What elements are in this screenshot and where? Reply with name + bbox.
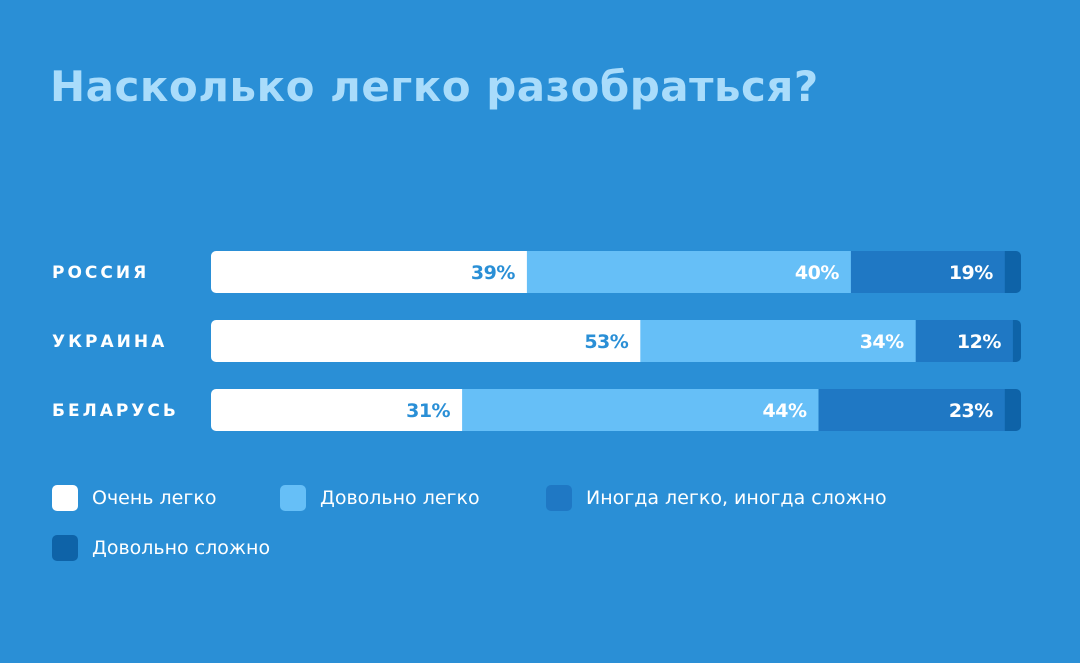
- bar-segment: [462, 389, 819, 431]
- data-label: 40%: [795, 262, 839, 284]
- legend-label: Иногда легко, иногда сложно: [586, 487, 887, 509]
- legend-item-quite-easy: Довольно легко: [280, 485, 480, 511]
- legend-item-very-easy: Очень легко: [52, 485, 216, 511]
- legend-label: Очень легко: [92, 487, 217, 509]
- category-label: БЕЛАРУСЬ: [52, 401, 179, 421]
- bar-segment: [818, 389, 1006, 431]
- data-label: 53%: [584, 331, 628, 353]
- data-label: 39%: [471, 262, 515, 284]
- data-label: 12%: [957, 331, 1001, 353]
- bar-segment: [211, 320, 641, 362]
- data-label: 34%: [860, 331, 904, 353]
- data-label: 44%: [763, 400, 807, 422]
- bar-segment: [640, 320, 917, 362]
- bar-row: [211, 389, 1021, 431]
- bar-segment: [211, 251, 528, 293]
- data-label: 19%: [949, 262, 993, 284]
- data-label: 31%: [406, 400, 450, 422]
- legend-label: Довольно легко: [320, 487, 480, 509]
- legend-swatch: [280, 485, 306, 511]
- bar-segment: [1012, 320, 1021, 362]
- category-label: РОССИЯ: [52, 263, 149, 283]
- legend-label: Довольно сложно: [92, 537, 271, 559]
- legend-swatch: [52, 535, 78, 561]
- legend-swatch: [546, 485, 572, 511]
- legend-item-sometimes: Иногда легко, иногда сложно: [546, 485, 887, 511]
- category-label: УКРАИНА: [52, 332, 167, 352]
- chart-title: Насколько легко разобраться?: [50, 62, 819, 111]
- bar-row: [211, 251, 1021, 293]
- bar-segment: [1004, 251, 1021, 293]
- bar-segment: [211, 389, 463, 431]
- legend-item-quite-hard: Довольно сложно: [52, 535, 270, 561]
- bar-segment: [526, 251, 852, 293]
- legend-swatch: [52, 485, 78, 511]
- bar-row: [211, 320, 1021, 362]
- data-label: 23%: [949, 400, 993, 422]
- bar-segment: [850, 251, 1006, 293]
- bar-segment: [1004, 389, 1021, 431]
- bar-segment: [915, 320, 1014, 362]
